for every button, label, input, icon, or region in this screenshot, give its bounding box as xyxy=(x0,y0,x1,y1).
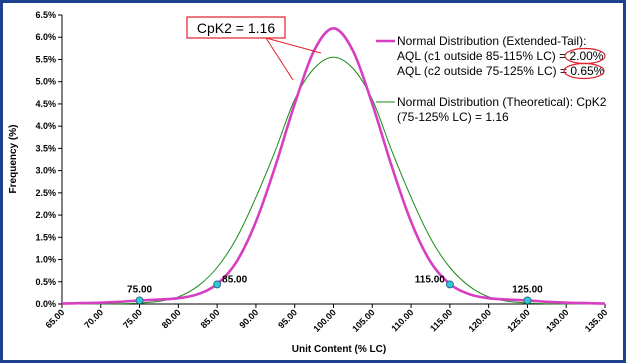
y-tick-label: 5.5% xyxy=(35,54,56,64)
callout-leader xyxy=(265,37,294,81)
theoretical-curve xyxy=(61,56,605,305)
x-tick-label: 120.00 xyxy=(467,307,494,334)
y-tick-label: 6.0% xyxy=(35,32,56,42)
y-axis-title: Frequency (%) xyxy=(8,125,19,194)
y-tick-label: 1.0% xyxy=(35,255,56,265)
y-tick-label: 5.0% xyxy=(35,77,56,87)
y-tick-label: 2.0% xyxy=(35,210,56,220)
aql-highlight xyxy=(563,62,605,80)
legend-label-theoretical: Normal Distribution (Theoretical): CpK2 xyxy=(397,95,607,109)
legend-aql-line: AQL (c2 outside 75-125% LC) = 0.65% xyxy=(397,64,605,78)
x-tick-label: 125.00 xyxy=(505,307,532,334)
limit-marker-label: 115.00 xyxy=(415,274,445,285)
cpk-callout: CpK2 = 1.16 xyxy=(186,16,322,81)
x-tick-label: 135.00 xyxy=(583,307,610,334)
legend-label-extended: Normal Distribution (Extended-Tail): xyxy=(397,34,586,48)
x-tick-label: 100.00 xyxy=(311,307,338,334)
legend-label-theoretical: (75-125% LC) = 1.16 xyxy=(397,110,509,124)
x-tick-label: 95.00 xyxy=(276,307,299,330)
callout-text: CpK2 = 1.16 xyxy=(197,20,275,36)
limit-marker-label: 85.00 xyxy=(222,274,247,285)
y-tick-label: 0.0% xyxy=(35,299,56,309)
y-tick-label: 3.5% xyxy=(35,143,56,153)
limit-marker xyxy=(213,280,222,289)
x-tick-label: 80.00 xyxy=(160,307,183,330)
x-tick-label: 115.00 xyxy=(428,307,454,333)
extended-tail-curve xyxy=(61,27,606,305)
x-tick-label: 75.00 xyxy=(121,307,144,330)
callout-box xyxy=(186,16,286,39)
x-axis-title: Unit Content (% LC) xyxy=(292,344,386,355)
x-tick-label: 65.00 xyxy=(43,307,66,330)
y-tick-label: 4.0% xyxy=(35,121,56,131)
y-tick-label: 3.0% xyxy=(35,166,56,176)
limit-marker-label: 75.00 xyxy=(127,284,152,295)
y-tick-label: 1.5% xyxy=(35,232,56,242)
limit-marker xyxy=(523,296,532,305)
x-tick-label: 85.00 xyxy=(199,307,222,330)
y-tick-label: 4.5% xyxy=(35,99,56,109)
x-tick-label: 130.00 xyxy=(544,307,571,334)
limit-marker-label: 125.00 xyxy=(512,284,543,295)
x-tick-label: 90.00 xyxy=(237,307,260,330)
y-tick-label: 2.5% xyxy=(35,188,56,198)
callout-leader xyxy=(265,37,322,54)
x-tick-label: 105.00 xyxy=(350,307,377,334)
x-tick-labels: 65.00 70.00 75.00 80.00 85.00 90.00 95.00 100.0… xyxy=(43,304,609,334)
limit-markers: 75.00 85.00 115.00 125.00 xyxy=(127,274,543,305)
y-tick-labels: 0.0% 0.5% 1.0% 1.5% 2.0% 2.5% 3.0% 3.5% 4.0% 4.5%… xyxy=(35,10,62,309)
legend-aql-line: AQL (c1 outside 85-115% LC) = 2.00% xyxy=(397,49,604,63)
limit-marker xyxy=(135,296,144,305)
x-tick-label: 110.00 xyxy=(389,307,415,333)
y-tick-label: 0.5% xyxy=(35,277,56,287)
x-tick-label: 70.00 xyxy=(82,307,105,330)
limit-marker xyxy=(445,280,454,289)
legend: Normal Distribution (Extended-Tail):AQL … xyxy=(376,34,607,124)
y-tick-label: 6.5% xyxy=(35,10,56,20)
series-lines xyxy=(61,27,606,305)
